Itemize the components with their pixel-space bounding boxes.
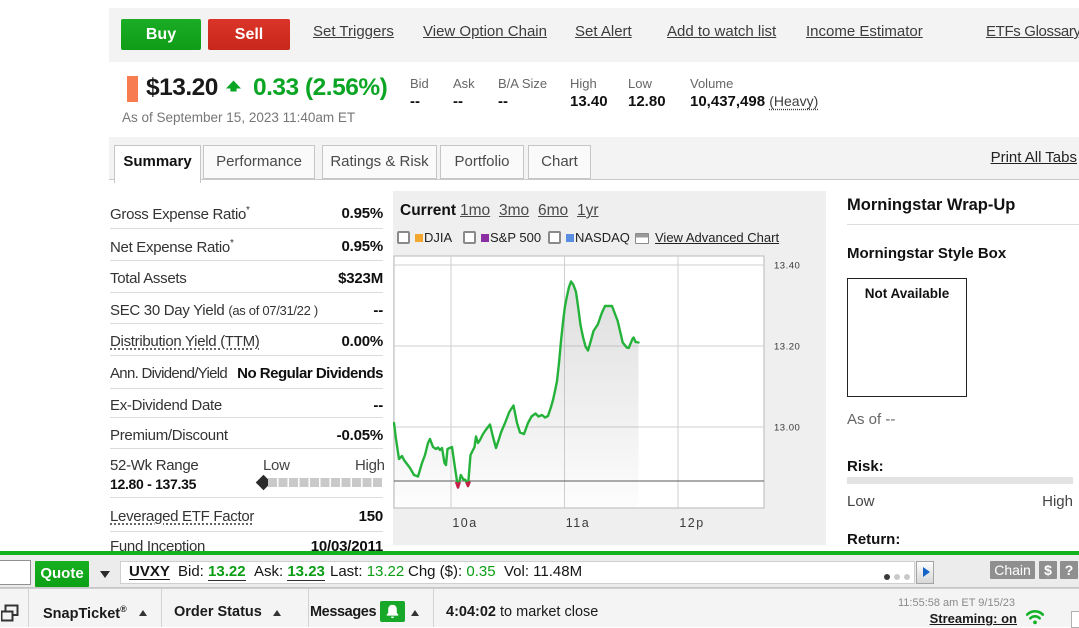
svg-text:13.20: 13.20: [774, 342, 800, 353]
svg-text:13.40: 13.40: [774, 261, 800, 272]
svg-text:13.00: 13.00: [774, 423, 800, 434]
svg-text:12p: 12p: [679, 516, 704, 530]
svg-text:10a: 10a: [452, 516, 477, 530]
svg-text:11a: 11a: [566, 516, 590, 530]
